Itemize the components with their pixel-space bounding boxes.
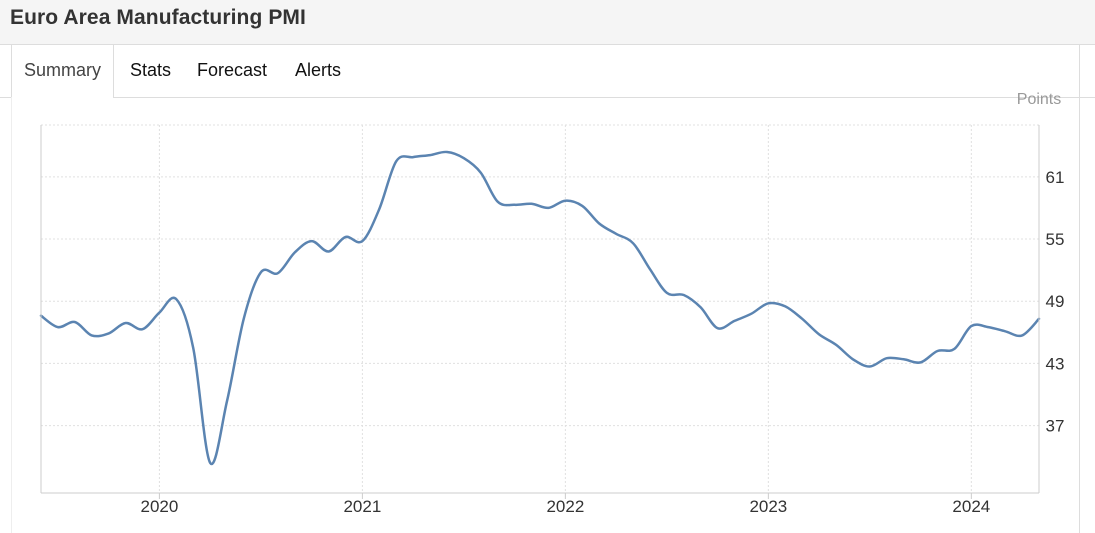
panel-border-left — [11, 97, 12, 533]
grid-layer — [41, 124, 1039, 493]
y-tick-label: 37 — [1046, 417, 1065, 436]
y-axis-unit-label: Points — [1017, 91, 1061, 108]
tab-alerts[interactable]: Alerts — [295, 60, 342, 80]
y-tick-label: 43 — [1046, 354, 1065, 373]
y-tick-label: 49 — [1046, 292, 1065, 311]
tab-stats[interactable]: Stats — [130, 60, 172, 80]
tab-forecast[interactable]: Forecast — [197, 60, 268, 80]
page-title: Euro Area Manufacturing PMI — [10, 6, 306, 29]
line-layer — [39, 150, 1041, 466]
y-tick-label: 61 — [1046, 168, 1065, 187]
tab-bar: Summary Stats Forecast Alerts — [0, 45, 1095, 98]
y-tick-label: 55 — [1046, 230, 1065, 249]
x-tick-label: 2024 — [952, 497, 990, 516]
panel-border-right — [1079, 44, 1080, 533]
x-tick-label: 2023 — [749, 497, 787, 516]
axis-layer: 37 43 49 55 61 2020 2021 2022 2023 2024 Points — [40, 91, 1065, 516]
series-line-0 — [39, 150, 1041, 466]
x-tick-label: 2021 — [343, 497, 381, 516]
x-tick-label: 2020 — [140, 497, 178, 516]
tab-summary[interactable]: Summary — [11, 45, 115, 98]
title-bar: Euro Area Manufacturing PMI — [0, 0, 1095, 45]
x-tick-label: 2022 — [546, 497, 584, 516]
